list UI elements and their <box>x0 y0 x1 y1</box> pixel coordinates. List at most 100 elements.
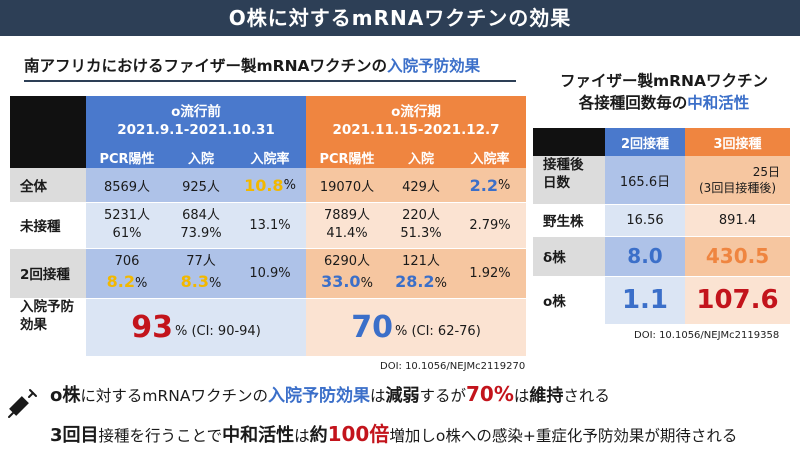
s1-omicron: o株 <box>50 385 81 406</box>
rcol-dose2: 2回接種 <box>605 128 685 156</box>
row-divider <box>10 248 526 249</box>
row-divider <box>10 298 526 299</box>
s1-70pct: 70% <box>465 382 514 406</box>
unvax-p1-hosp-count: 684人 <box>182 208 220 224</box>
row-divider <box>533 276 790 277</box>
row-label-dose2: 2回接種 <box>10 248 86 298</box>
dose2-p2-hosp-count: 121人 <box>402 254 440 270</box>
all-p1-rate: 10.8% <box>234 168 306 202</box>
p2-col-rate: 入院率 <box>454 146 526 168</box>
dose2-p2-pcr: 6290人 33.0% <box>306 248 388 298</box>
days-label-line1: 接種後 <box>543 157 584 173</box>
unvax-p2-pcr-pct: 41.4% <box>326 226 368 241</box>
unvax-p1-hosp: 684人 73.9% <box>168 202 234 248</box>
right-section-title: ファイザー製mRNAワクチン 各接種回数毎の中和活性 <box>533 70 795 114</box>
s2-about: 約 <box>309 425 328 446</box>
dose2-p1-pcr-count: 706 <box>114 254 140 270</box>
left-title-highlight: 入院予防効果 <box>387 57 481 75</box>
days-dose3: 25日 (3回目接種後) <box>685 156 790 204</box>
row-label-effect: 入院予防 効果 <box>10 298 86 356</box>
all-p1-hosp: 925人 <box>168 168 234 202</box>
p1-col-pcr: PCR陽性 <box>86 146 168 168</box>
s2-text: は <box>294 427 310 445</box>
unvax-p2-hosp-pct: 51.3% <box>400 226 442 241</box>
left-title-text: 南アフリカにおけるファイザー製mRNAワクチンの <box>24 57 388 75</box>
days-label-line2: 日数 <box>543 175 570 192</box>
dose2-p1-hosp: 77人 8.3% <box>168 248 234 298</box>
p1-col-hosp: 入院 <box>168 146 234 168</box>
page-header: O株に対するmRNAワクチンの効果 <box>0 0 800 36</box>
left-section-title: 南アフリカにおけるファイザー製mRNAワクチンの入院予防効果 <box>24 54 516 82</box>
s2-neutralizing: 中和活性 <box>222 425 295 446</box>
effect-p1: 93 % (CI: 90-94) <box>86 298 306 356</box>
s2-text: 増加しo株への感染+重症化予防効果が期待される <box>389 427 738 445</box>
dose2-p2-hosp: 121人 28.2% <box>388 248 454 298</box>
rrow-label-delta: δ株 <box>533 236 605 276</box>
unvax-p1-hosp-pct: 73.9% <box>180 226 222 241</box>
dose2-p1-pcr-pct: 8.2% <box>106 271 148 291</box>
all-p2-pcr: 19070人 <box>306 168 388 202</box>
row-label-unvaccinated: 未接種 <box>10 202 86 248</box>
rrow-label-wild: 野生株 <box>533 204 605 236</box>
s2-third-dose: 3回目 <box>50 425 99 446</box>
period2-dates: 2021.11.15-2021.12.7 <box>332 122 500 138</box>
effect-p1-ci: % (CI: 90-94) <box>174 323 261 339</box>
s1-maintained: 維持 <box>529 386 564 406</box>
s1-text: される <box>563 387 610 405</box>
unvax-p2-pcr: 7889人 41.4% <box>306 202 388 248</box>
s1-text: は <box>513 387 530 405</box>
dose2-p1-hosp-pct: 8.3% <box>180 271 222 291</box>
effect-label-line1: 入院予防 <box>20 299 74 315</box>
dose2-p1-rate: 10.9% <box>234 248 306 298</box>
omicron-dose3-value: 107.6 <box>696 285 779 315</box>
pct-sign: % <box>497 177 511 193</box>
s1-weakened: 減弱 <box>385 386 420 406</box>
omicron-dose2: 1.1 <box>605 276 685 324</box>
dose2-p2-hosp-pct: 28.2% <box>395 271 447 291</box>
dose2-p1-hosp-count: 77人 <box>186 254 216 270</box>
p2-col-hosp: 入院 <box>388 146 454 168</box>
all-p1-rate-value: 10.8 <box>244 175 284 195</box>
effect-label-line2: 効果 <box>20 317 47 334</box>
delta-dose2: 8.0 <box>605 236 685 276</box>
period2-header: o流行期 2021.11.15-2021.12.7 <box>306 96 526 146</box>
period1-dates: 2021.9.1-2021.10.31 <box>117 122 275 138</box>
neutralization-table: 2回接種 3回接種 接種後 日数 165.6日 25日 (3回目接種後) 野生株… <box>533 128 790 324</box>
rtable-corner <box>533 128 605 156</box>
period2-name: o流行期 <box>391 103 441 120</box>
right-title-line1: ファイザー製mRNAワクチン <box>559 72 769 90</box>
dose2-p2-rate: 1.92% <box>454 248 526 298</box>
row-label-all: 全体 <box>10 168 86 202</box>
days-dose3-line2: (3回目接種後) <box>699 181 776 195</box>
row-divider <box>533 236 790 237</box>
days-dose2: 165.6日 <box>605 156 685 204</box>
delta-dose2-value: 8.0 <box>627 244 663 268</box>
summary-line-1: o株に対するmRNAワクチンの入院予防効果は減弱するが70%は維持される <box>50 381 610 407</box>
unvax-p1-pcr: 5231人 61% <box>86 202 168 248</box>
hospitalization-table: o流行前 2021.9.1-2021.10.31 o流行期 2021.11.15… <box>10 96 526 356</box>
wild-dose2: 16.56 <box>605 204 685 236</box>
p1-col-rate: 入院率 <box>234 146 306 168</box>
all-p2-rate: 2.2% <box>454 168 526 202</box>
left-doi: DOI: 10.1056/NEJMc2119270 <box>380 361 526 372</box>
right-title-line2: 各接種回数毎の中和活性 <box>578 94 750 112</box>
wild-dose3: 891.4 <box>685 204 790 236</box>
effect-p1-value: 93 <box>131 309 173 345</box>
table-corner <box>10 96 86 168</box>
s2-text: 接種を行うことで <box>98 427 223 445</box>
all-p2-hosp: 429人 <box>388 168 454 202</box>
row-divider <box>10 202 526 203</box>
effect-p2: 70 % (CI: 62-76) <box>306 298 526 356</box>
s1-text: するが <box>419 387 466 405</box>
unvax-p2-hosp: 220人 51.3% <box>388 202 454 248</box>
unvax-p1-pcr-pct: 61% <box>112 226 142 241</box>
row-divider <box>533 204 790 205</box>
omicron-dose2-value: 1.1 <box>621 285 669 315</box>
omicron-dose3: 107.6 <box>685 276 790 324</box>
s1-text: に対するmRNAワクチンの <box>80 387 268 405</box>
summary-line-2: 3回目接種を行うことで中和活性は約100倍増加しo株への感染+重症化予防効果が期… <box>50 418 737 447</box>
period1-name: o流行前 <box>171 103 221 120</box>
s1-text: は <box>369 387 386 405</box>
page-title: O株に対するmRNAワクチンの効果 <box>228 6 572 30</box>
dose2-p1-pcr: 706 8.2% <box>86 248 168 298</box>
